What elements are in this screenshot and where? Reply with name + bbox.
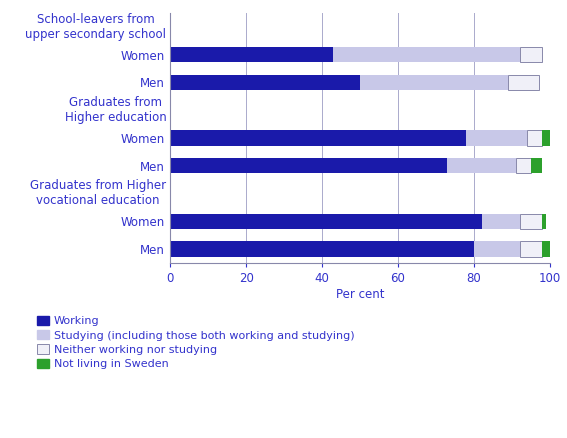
Bar [543,131,550,145]
Bar [170,241,474,257]
Bar [543,214,546,229]
Bar [527,131,543,145]
Bar [481,214,519,229]
Bar [467,131,527,145]
Bar [474,241,519,257]
Bar [519,214,543,229]
Bar [170,131,467,145]
Text: Graduates from Higher
vocational education: Graduates from Higher vocational educati… [30,180,166,208]
Bar [170,214,481,229]
Bar [170,158,447,173]
Bar [519,241,543,257]
Bar [170,47,333,62]
Bar [447,158,516,173]
X-axis label: Per cent: Per cent [336,288,384,300]
Text: Graduates from
Higher education: Graduates from Higher education [65,96,166,124]
Legend: Working, Studying (including those both working and studying), Neither working n: Working, Studying (including those both … [37,316,354,369]
Bar [360,75,508,90]
Text: School-leavers from
upper secondary school: School-leavers from upper secondary scho… [26,13,166,41]
Bar [543,241,550,257]
Bar [516,158,531,173]
Bar [170,75,360,90]
Bar [333,47,519,62]
Bar [519,47,543,62]
Bar [508,75,539,90]
Bar [531,158,543,173]
